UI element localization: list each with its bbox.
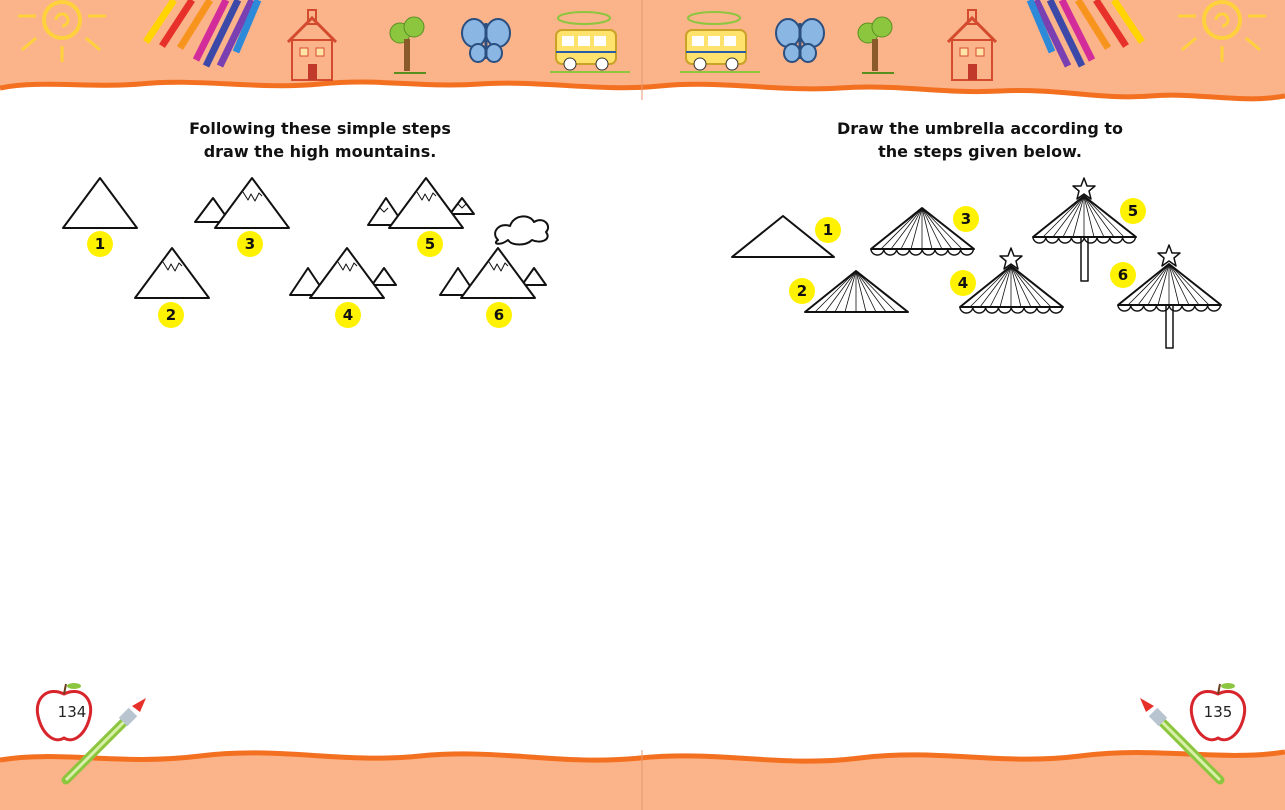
butterfly-icon [775,18,825,63]
right-title-line-1: Draw the umbrella according to [836,119,1123,138]
butterfly-icon [461,18,511,63]
umbrella-step-4-badge: 4 [950,270,976,296]
paintbrush-icon [1140,698,1225,785]
mountain-step-2-drawing [134,247,210,299]
footer-banner [0,749,1285,810]
mountain-step-4-badge: 4 [335,302,361,328]
school-bus-icon [550,11,630,73]
mountain-step-1-drawing [62,177,138,229]
mountain-step-3-badge: 3 [237,231,263,257]
sun-icon [1178,0,1266,62]
crayons-icon [143,0,262,68]
umbrella-step-4-drawing [959,247,1064,314]
umbrella-step-6-badge: 6 [1110,262,1136,288]
right-page-title: Draw the umbrella according to the steps… [790,117,1170,163]
umbrella-step-6-drawing [1117,244,1222,349]
umbrella-step-1-badge: 1 [815,217,841,243]
paintbrush-icon [61,698,146,785]
mountain-step-2-badge: 2 [158,302,184,328]
left-title-line-1: Following these simple steps [189,119,451,138]
school-bus-icon [680,11,760,73]
header-banner [0,0,1285,102]
umbrella-step-2-drawing [804,270,909,313]
umbrella-step-3-drawing [870,207,975,256]
apple-icon [1189,683,1247,742]
mountain-step-4-drawing [289,247,397,299]
mountain-step-6-badge: 6 [486,302,512,328]
left-page-title: Following these simple steps draw the hi… [140,117,500,163]
apple-icon [35,683,93,742]
mountain-step-5-drawing [367,177,475,229]
umbrella-step-5-badge: 5 [1120,198,1146,224]
umbrella-step-1-drawing [731,215,835,258]
mountain-step-6-drawing [439,215,550,299]
mountain-step-5-badge: 5 [417,231,443,257]
crayons-icon [1026,0,1145,68]
schoolhouse-icon [946,9,998,81]
left-title-line-2: draw the high mountains. [203,142,437,161]
mountain-step-3-drawing [194,177,290,229]
tree-icon [389,16,426,74]
umbrella-step-2-badge: 2 [789,278,815,304]
page-number-left: 134 [57,703,87,721]
sun-icon [18,0,106,62]
tree-icon [857,16,894,74]
mountain-step-1-badge: 1 [87,231,113,257]
umbrella-step-5-drawing [1032,177,1137,282]
right-title-line-2: the steps given below. [878,142,1082,161]
page-number-right: 135 [1203,703,1233,721]
umbrella-step-3-badge: 3 [953,206,979,232]
schoolhouse-icon [286,9,338,81]
